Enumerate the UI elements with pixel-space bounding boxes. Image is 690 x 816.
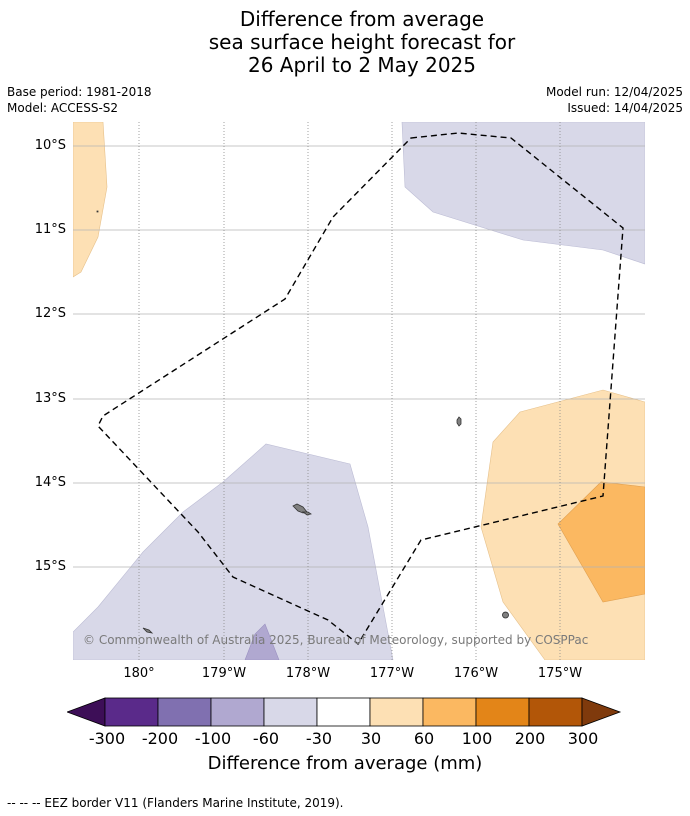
- latitude-label-13s: 13°S: [34, 391, 66, 406]
- anomaly-region-positive-northwest: [73, 122, 108, 278]
- title-line-2: sea surface height forecast for: [208, 30, 516, 54]
- colorbar-label-30: 30: [360, 729, 382, 748]
- map-title: Difference from average sea surface heig…: [0, 8, 690, 77]
- colorbar-graphic: [65, 697, 622, 727]
- latitude-label-10s: 10°S: [34, 138, 66, 153]
- anomaly-region-negative-northeast: [401, 122, 645, 265]
- longitude-label-175w: 175°W: [537, 666, 583, 681]
- copyright-notice: © Commonwealth of Australia 2025, Bureau…: [83, 633, 589, 647]
- colorbar-swatch-60-to-100: [422, 697, 477, 727]
- colorbar-label-minus-200: -200: [141, 729, 179, 748]
- colorbar-swatch-200-to-300: [528, 697, 583, 727]
- colorbar-label-100: 100: [461, 729, 493, 748]
- colorbar-title: Difference from average (mm): [207, 753, 483, 774]
- base-period: Base period: 1981-2018: [7, 85, 152, 99]
- map-canvas: [73, 122, 645, 660]
- colorbar: [65, 697, 623, 731]
- islands: [96, 210, 509, 634]
- island-south: [502, 611, 509, 619]
- model-run: Model run: 12/04/2025: [545, 85, 683, 99]
- longitude-label-177w: 177°W: [369, 666, 415, 681]
- eez-legend-footer: -- -- -- EEZ border V11 (Flanders Marine…: [7, 796, 344, 810]
- colorbar-label-minus-30: -30: [305, 729, 333, 748]
- latitude-label-15s: 15°S: [34, 559, 66, 574]
- colorbar-label-minus-60: -60: [252, 729, 280, 748]
- colorbar-label-minus-100: -100: [194, 729, 232, 748]
- colorbar-swatch-minus-30-to-30: [316, 697, 371, 727]
- title-line-3: 26 April to 2 May 2025: [248, 53, 476, 77]
- colorbar-label-60: 60: [413, 729, 435, 748]
- meta-left: Base period: 1981-2018 Model: ACCESS-S2: [7, 84, 152, 116]
- colorbar-swatch-30-to-60: [369, 697, 424, 727]
- longitude-label-180: 180°: [123, 666, 155, 681]
- anomaly-region-positive-strong: [557, 481, 645, 603]
- anomaly-region-negative-strong: [244, 623, 280, 660]
- anomaly-region-negative-southwest: [73, 443, 394, 660]
- island-west-dot: [96, 210, 99, 213]
- colorbar-label-200: 200: [514, 729, 546, 748]
- longitude-label-179w: 179°W: [201, 666, 247, 681]
- latitude-gridlines: [73, 145, 645, 568]
- map-panel: [73, 122, 645, 660]
- colorbar-label-minus-300: -300: [88, 729, 126, 748]
- longitude-label-178w: 178°W: [285, 666, 331, 681]
- colorbar-swatch-minus-300-to-minus-200: [104, 697, 159, 727]
- meta-right: Model run: 12/04/2025 Issued: 14/04/2025: [546, 84, 683, 116]
- eez-border: [97, 132, 624, 646]
- latitude-label-11s: 11°S: [34, 222, 66, 237]
- latitude-label-14s: 14°S: [34, 475, 66, 490]
- island-bottom-left: [142, 627, 154, 634]
- latitude-label-12s: 12°S: [34, 306, 66, 321]
- model-name: Model: ACCESS-S2: [7, 101, 119, 115]
- colorbar-swatch-above-300: [581, 697, 622, 727]
- issued-date: Issued: 14/04/2025: [567, 101, 683, 115]
- island-north: [456, 416, 462, 427]
- colorbar-swatch-minus-100-to-minus-60: [210, 697, 265, 727]
- longitude-label-176w: 176°W: [453, 666, 499, 681]
- title-line-1: Difference from average: [239, 7, 485, 31]
- colorbar-swatch-below-minus-300: [65, 697, 106, 727]
- island-futuna-small: [301, 511, 312, 516]
- colorbar-label-300: 300: [567, 729, 599, 748]
- colorbar-swatch-minus-60-to-minus-30: [263, 697, 318, 727]
- colorbar-swatch-100-to-200: [475, 697, 530, 727]
- colorbar-swatch-minus-200-to-minus-100: [157, 697, 212, 727]
